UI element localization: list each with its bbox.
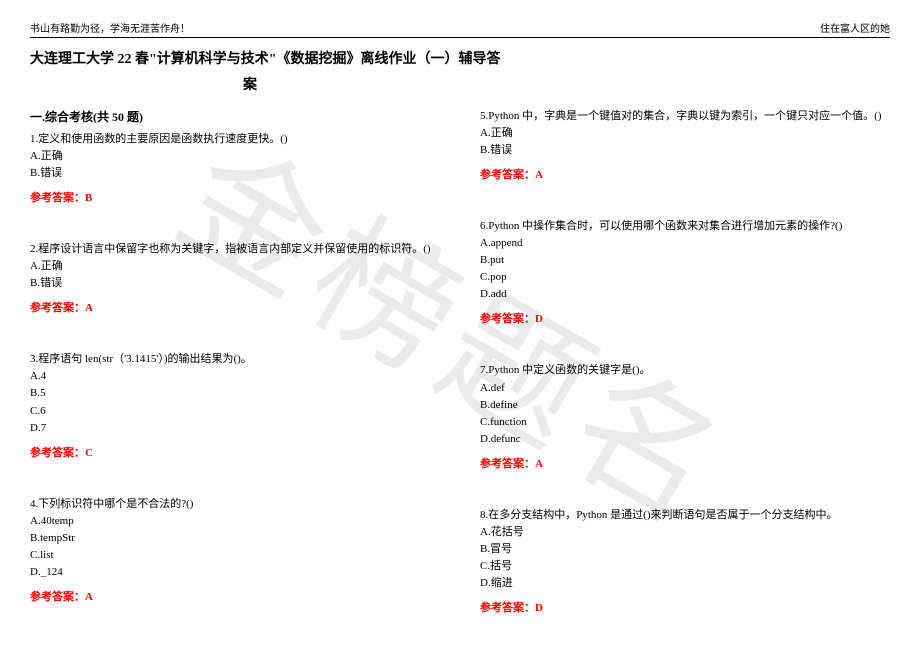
answer-line: 参考答案：A: [480, 167, 890, 184]
answer-prefix: 参考答案：: [480, 313, 535, 325]
answer-prefix: 参考答案：: [30, 302, 85, 314]
question-stem: 6.Python 中操作集合时，可以使用哪个函数来对集合进行增加元素的操作?(): [480, 218, 890, 235]
column-right: 5.Python 中，字典是一个键值对的集合，字典以键为索引，一个键只对应一个值…: [480, 108, 890, 651]
answer-value: D: [535, 602, 543, 614]
question-option: D.7: [30, 420, 440, 437]
answer-value: A: [535, 458, 543, 470]
question-option: A.4: [30, 368, 440, 385]
answer-line: 参考答案：C: [30, 445, 440, 462]
column-left: 一.综合考核(共 50 题) 1.定义和使用函数的主要原因是函数执行速度更快。(…: [30, 108, 440, 651]
question-option: D._124: [30, 564, 440, 581]
question-option: B.define: [480, 397, 890, 414]
answer-line: 参考答案：A: [30, 300, 440, 317]
question-option: A.40temp: [30, 513, 440, 530]
answer-prefix: 参考答案：: [30, 591, 85, 603]
question-option: C.6: [30, 403, 440, 420]
header-right: 住在富人区的她: [820, 20, 890, 35]
header-row: 书山有路勤为径，学海无涯苦作舟！ 住在富人区的她: [30, 20, 890, 38]
question-option: A.def: [480, 380, 890, 397]
question-block: 4.下列标识符中哪个是不合法的?() A.40temp B.tempStr C.…: [30, 496, 440, 606]
question-block: 8.在多分支结构中，Python 是通过()来判断语句是否属于一个分支结构中。 …: [480, 507, 890, 617]
answer-line: 参考答案：A: [480, 456, 890, 473]
question-block: 1.定义和使用函数的主要原因是函数执行速度更快。() A.正确 B.错误 参考答…: [30, 131, 440, 207]
question-option: A.花括号: [480, 524, 890, 541]
doc-title-line1: 大连理工大学 22 春"计算机科学与技术"《数据挖掘》离线作业（一）辅导答: [30, 48, 890, 68]
doc-title-line2: 案: [30, 74, 470, 94]
answer-line: 参考答案：A: [30, 589, 440, 606]
question-block: 3.程序语句 len(str（'3.1415'）)的输出结果为()。 A.4 B…: [30, 351, 440, 461]
answer-value: A: [85, 591, 93, 603]
question-block: 2.程序设计语言中保留字也称为关键字，指被语言内部定义并保留使用的标识符。() …: [30, 241, 440, 317]
question-option: B.tempStr: [30, 530, 440, 547]
answer-prefix: 参考答案：: [480, 169, 535, 181]
question-option: C.list: [30, 547, 440, 564]
answer-prefix: 参考答案：: [480, 458, 535, 470]
answer-value: C: [85, 447, 93, 459]
question-option: A.正确: [30, 148, 440, 165]
question-stem: 2.程序设计语言中保留字也称为关键字，指被语言内部定义并保留使用的标识符。(): [30, 241, 440, 258]
answer-prefix: 参考答案：: [30, 447, 85, 459]
question-block: 7.Python 中定义函数的关键字是()。 A.def B.define C.…: [480, 362, 890, 472]
answer-line: 参考答案：D: [480, 311, 890, 328]
question-stem: 4.下列标识符中哪个是不合法的?(): [30, 496, 440, 513]
question-option: B.put: [480, 252, 890, 269]
question-option: C.function: [480, 414, 890, 431]
two-column-layout: 一.综合考核(共 50 题) 1.定义和使用函数的主要原因是函数执行速度更快。(…: [30, 108, 890, 651]
answer-line: 参考答案：D: [480, 600, 890, 617]
question-option: C.pop: [480, 269, 890, 286]
page-container: 书山有路勤为径，学海无涯苦作舟！ 住在富人区的她 大连理工大学 22 春"计算机…: [0, 0, 920, 671]
question-option: C.括号: [480, 558, 890, 575]
question-block: 6.Python 中操作集合时，可以使用哪个函数来对集合进行增加元素的操作?()…: [480, 218, 890, 328]
answer-value: A: [535, 169, 543, 181]
answer-prefix: 参考答案：: [480, 602, 535, 614]
question-stem: 5.Python 中，字典是一个键值对的集合，字典以键为索引，一个键只对应一个值…: [480, 108, 890, 125]
section-heading: 一.综合考核(共 50 题): [30, 108, 440, 125]
header-left: 书山有路勤为径，学海无涯苦作舟！: [30, 20, 190, 35]
question-option: A.append: [480, 235, 890, 252]
question-option: B.错误: [480, 142, 890, 159]
answer-prefix: 参考答案：: [30, 192, 85, 204]
question-option: A.正确: [30, 258, 440, 275]
question-option: B.5: [30, 385, 440, 402]
question-option: B.错误: [30, 165, 440, 182]
question-option: D.缩进: [480, 575, 890, 592]
answer-value: D: [535, 313, 543, 325]
question-stem: 3.程序语句 len(str（'3.1415'）)的输出结果为()。: [30, 351, 440, 368]
question-stem: 1.定义和使用函数的主要原因是函数执行速度更快。(): [30, 131, 440, 148]
question-option: B.冒号: [480, 541, 890, 558]
answer-value: A: [85, 302, 93, 314]
question-block: 5.Python 中，字典是一个键值对的集合，字典以键为索引，一个键只对应一个值…: [480, 108, 890, 184]
question-option: A.正确: [480, 125, 890, 142]
question-stem: 7.Python 中定义函数的关键字是()。: [480, 362, 890, 379]
question-option: B.错误: [30, 275, 440, 292]
question-option: D.defunc: [480, 431, 890, 448]
answer-value: B: [85, 192, 92, 204]
question-stem: 8.在多分支结构中，Python 是通过()来判断语句是否属于一个分支结构中。: [480, 507, 890, 524]
question-option: D.add: [480, 286, 890, 303]
answer-line: 参考答案：B: [30, 190, 440, 207]
